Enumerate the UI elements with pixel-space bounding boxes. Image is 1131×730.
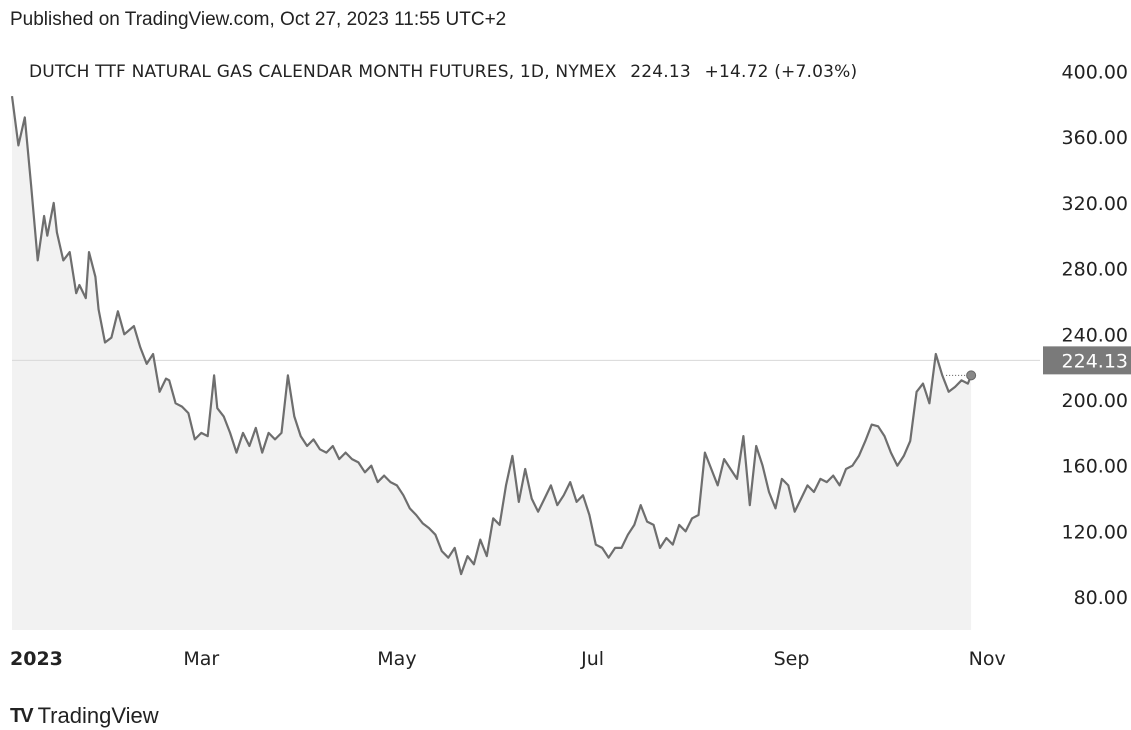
- symbol-title: DUTCH TTF NATURAL GAS CALENDAR MONTH FUT…: [29, 62, 617, 82]
- last-price-label-box: [1043, 346, 1131, 375]
- last-price-label: 224.13: [1062, 350, 1128, 372]
- price-area-fill: [12, 96, 972, 631]
- y-tick-label: 280.00: [1062, 259, 1128, 281]
- last-price-dot: [966, 370, 977, 381]
- y-tick-label: 320.00: [1062, 193, 1128, 215]
- x-tick-label: Nov: [969, 648, 1006, 670]
- x-tick-label: Sep: [774, 648, 810, 670]
- x-tick-label: May: [377, 648, 416, 670]
- symbol-change: +14.72 (+7.03%): [704, 62, 858, 82]
- tradingview-logo-icon: TV: [10, 704, 34, 727]
- y-tick-label: 360.00: [1062, 127, 1128, 149]
- symbol-last-price: 224.13: [630, 62, 691, 82]
- published-caption: Published on TradingView.com, Oct 27, 20…: [10, 9, 507, 30]
- tradingview-logo-text: TradingView: [37, 703, 159, 728]
- x-tick-label: Jul: [580, 648, 604, 670]
- y-tick-label: 120.00: [1062, 521, 1128, 543]
- y-tick-label: 200.00: [1062, 390, 1128, 412]
- x-tick-label: Mar: [183, 648, 219, 670]
- price-line: [10, 95, 973, 576]
- y-tick-label: 240.00: [1062, 324, 1128, 346]
- tradingview-logo[interactable]: TV TradingView: [10, 703, 159, 729]
- y-tick-label: 400.00: [1062, 61, 1128, 83]
- x-tick-label: 2023: [10, 648, 63, 670]
- y-tick-label: 160.00: [1062, 456, 1128, 478]
- symbol-header: DUTCH TTF NATURAL GAS CALENDAR MONTH FUT…: [29, 62, 857, 82]
- y-tick-label: 80.00: [1074, 587, 1128, 609]
